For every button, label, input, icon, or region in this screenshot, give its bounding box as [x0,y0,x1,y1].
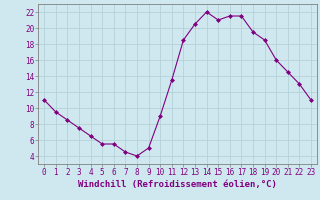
X-axis label: Windchill (Refroidissement éolien,°C): Windchill (Refroidissement éolien,°C) [78,180,277,189]
